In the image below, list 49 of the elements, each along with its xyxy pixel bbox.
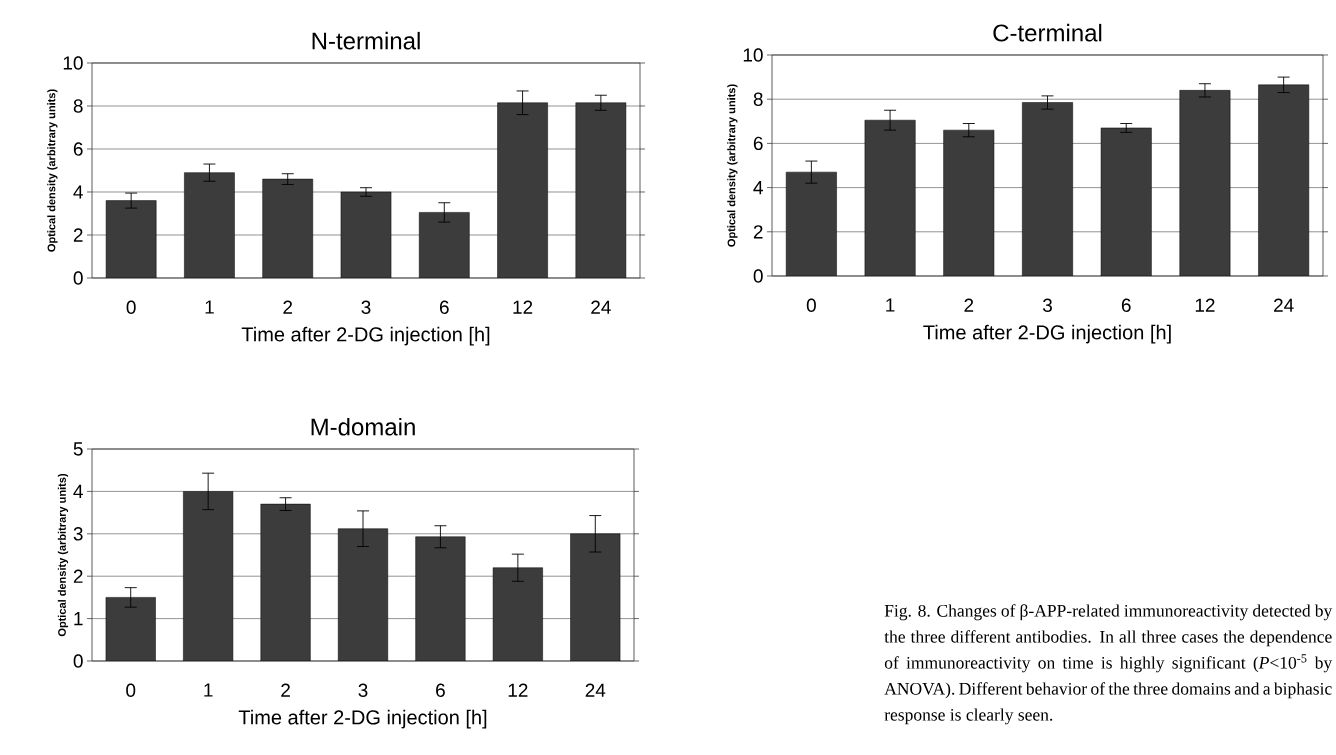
x-tick-label: 12 — [1195, 298, 1215, 312]
y-tick-label: 2 — [73, 228, 83, 242]
y-tick-label: 10 — [743, 48, 763, 62]
x-tick-label: 6 — [1121, 298, 1131, 312]
y-tick-label: 0 — [753, 269, 763, 283]
x-tick-label: 1 — [205, 300, 214, 314]
y-tick-label: 0 — [73, 271, 83, 285]
y-tick-label: 3 — [73, 527, 83, 541]
chart-title: N-terminal — [312, 31, 420, 50]
y-tick-label: 5 — [73, 442, 83, 456]
x-tick-label: 2 — [964, 298, 974, 312]
y-tick-label: 4 — [73, 484, 83, 498]
y-tick-label: 2 — [753, 225, 763, 239]
y-tick-label: 6 — [753, 136, 763, 151]
y-axis-title: Optical density (arbitrary units) — [47, 89, 58, 252]
x-tick-label: 0 — [806, 298, 816, 312]
y-axis-title: Optical density (arbitrary units) — [727, 84, 738, 247]
chart-title: M-domain — [311, 417, 415, 436]
y-tick-label: 1 — [74, 612, 83, 626]
y-tick-label: 10 — [63, 56, 83, 70]
x-tick-label: 6 — [439, 300, 449, 314]
y-tick-label: 4 — [73, 185, 83, 199]
x-tick-label: 0 — [126, 683, 136, 697]
x-tick-label: 12 — [508, 683, 528, 697]
x-axis-title: Time after 2-DG injection [h] — [238, 709, 487, 729]
x-tick-label: 24 — [591, 300, 611, 314]
x-tick-label: 2 — [281, 683, 290, 697]
x-tick-label: 3 — [361, 300, 371, 314]
x-tick-label: 3 — [1042, 298, 1052, 312]
x-tick-label: 1 — [204, 683, 213, 697]
x-tick-label: 24 — [585, 683, 606, 697]
x-tick-label: 0 — [126, 300, 136, 314]
y-tick-label: 8 — [753, 92, 763, 106]
x-tick-label: 24 — [1274, 298, 1294, 312]
x-tick-label: 1 — [886, 298, 895, 312]
x-tick-label: 12 — [513, 300, 533, 314]
y-tick-label: 6 — [73, 142, 83, 156]
y-tick-label: 0 — [73, 654, 83, 668]
x-tick-label: 6 — [436, 683, 445, 697]
y-tick-label: 4 — [753, 181, 763, 195]
y-tick-label: 8 — [73, 99, 83, 113]
chart-title: C-terminal — [993, 23, 1102, 42]
y-axis-title: Optical density (arbitrary units) — [57, 473, 69, 637]
x-tick-label: 3 — [358, 683, 368, 697]
x-axis-title: Time after 2-DG injection [h] — [923, 324, 1171, 344]
x-tick-label: 2 — [283, 300, 293, 314]
y-tick-label: 2 — [73, 569, 83, 583]
text: Fig. 8. Changes of β-APP-related immunoreactivity detected by the three different antibodies. In all three cases the dependence of immunoreactivity on time is highly significant (P<10$^{-5}$ by ANOVA). Different behavior of the three domains and a biphasic response is clearly seen. — [884, 604, 1333, 725]
x-axis-title: Time after 2-DG injection [h] — [241, 326, 490, 346]
